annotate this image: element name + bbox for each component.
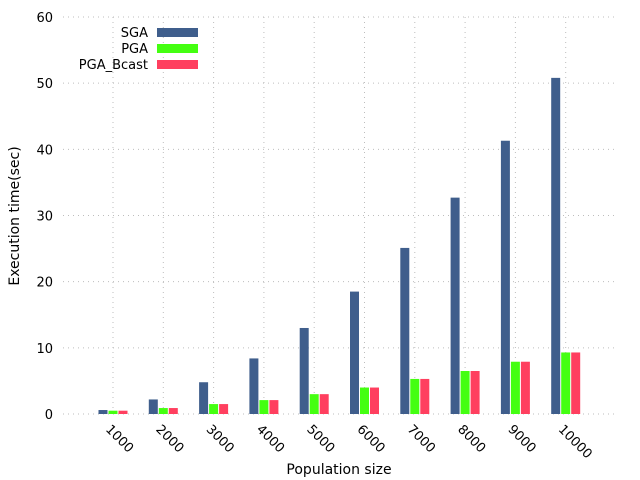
bar-sga: [500, 140, 510, 414]
bar-pga-bcast: [520, 361, 530, 414]
bar-pga-bcast: [571, 352, 581, 414]
y-tick-label: 50: [36, 77, 53, 92]
bar-sga: [400, 247, 410, 414]
legend-label: PGA: [121, 42, 148, 57]
bar-sga: [551, 77, 561, 414]
y-tick-label: 30: [36, 210, 53, 225]
bar-pga: [561, 352, 571, 414]
bar-sga: [148, 399, 158, 414]
bar-pga: [410, 378, 420, 414]
x-tick-label: 1000: [102, 422, 136, 456]
legend-swatch: [157, 44, 198, 53]
y-tick-label: 20: [36, 276, 53, 291]
bar-pga: [309, 394, 319, 414]
bar-pga: [510, 361, 520, 414]
x-tick-label: 8000: [454, 422, 488, 456]
bar-pga: [108, 410, 118, 414]
bar-pga: [360, 387, 369, 414]
y-tick-label: 10: [36, 342, 53, 357]
legend-swatch: [157, 28, 198, 37]
bar-pga-bcast: [118, 410, 128, 414]
x-tick-label: 6000: [354, 422, 388, 456]
bar-pga: [158, 408, 168, 414]
x-tick-label: 9000: [505, 422, 539, 456]
y-tick-label: 60: [36, 11, 53, 26]
bar-sga: [249, 358, 259, 414]
bar-pga-bcast: [370, 387, 379, 414]
y-tick-label: 0: [45, 408, 53, 423]
bar-sga: [350, 291, 359, 414]
bar-pga-bcast: [269, 400, 279, 414]
bar-sga: [98, 410, 108, 414]
bar-pga-bcast: [168, 408, 178, 414]
y-axis-label: Execution time(sec): [7, 146, 23, 285]
x-axis-label: Population size: [286, 462, 391, 478]
bar-sga: [199, 382, 209, 414]
bar-pga-bcast: [219, 404, 229, 414]
legend-swatch: [157, 60, 198, 69]
y-tick-label: 40: [36, 143, 53, 158]
bar-sga: [450, 197, 460, 414]
x-tick-label: 4000: [253, 422, 287, 456]
bar-pga-bcast: [470, 370, 480, 414]
bar-pga: [209, 404, 219, 414]
grid: [63, 16, 615, 415]
bars: [98, 77, 581, 414]
x-tick-label: 5000: [303, 422, 337, 456]
legend-label: PGA_Bcast: [79, 58, 148, 73]
y-tick-labels: 0 10 20 30 40 50 60: [36, 11, 53, 423]
x-tick-label: 3000: [203, 422, 237, 456]
bar-sga: [299, 327, 309, 414]
bar-pga-bcast: [319, 394, 329, 414]
x-tick-label: 10000: [555, 422, 595, 462]
legend-label: SGA: [121, 26, 148, 41]
bar-pga: [460, 370, 470, 414]
bar-pga-bcast: [420, 378, 430, 414]
bar-pga: [259, 400, 269, 414]
x-tick-label: 7000: [404, 422, 438, 456]
x-tick-labels: 1000 2000 3000 4000 5000 6000 7000 8000 9000 1000…: [102, 422, 595, 462]
x-tick-label: 2000: [152, 422, 186, 456]
